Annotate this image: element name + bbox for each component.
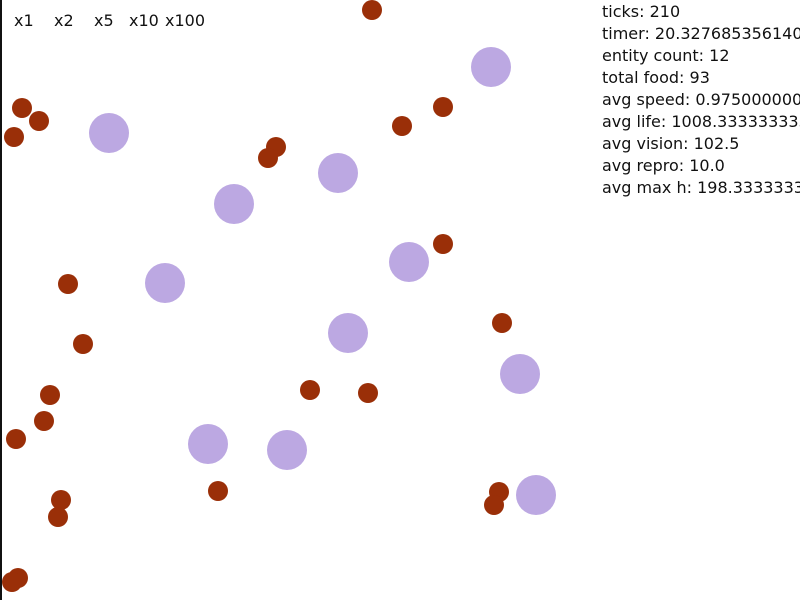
speed-x2-button[interactable]: x2 bbox=[54, 11, 74, 30]
entity-blob bbox=[471, 47, 511, 87]
stat-avg-vision: avg vision: 102.5 bbox=[602, 134, 740, 153]
entity-blob bbox=[318, 153, 358, 193]
food-pellet bbox=[258, 148, 278, 168]
stats-panel: ticks: 210 timer: 20.327685356140137 ent… bbox=[602, 1, 800, 199]
food-pellet bbox=[392, 116, 412, 136]
food-pellet bbox=[6, 429, 26, 449]
speed-x1-button[interactable]: x1 bbox=[14, 11, 34, 30]
food-pellet bbox=[433, 97, 453, 117]
food-pellet bbox=[484, 495, 504, 515]
speed-x10-button[interactable]: x10 bbox=[129, 11, 159, 30]
entity-blob bbox=[267, 430, 307, 470]
stat-avg-repro: avg repro: 10.0 bbox=[602, 156, 725, 175]
food-pellet bbox=[300, 380, 320, 400]
entity-blob bbox=[328, 313, 368, 353]
stat-timer: timer: 20.327685356140137 bbox=[602, 24, 800, 43]
food-pellet bbox=[362, 0, 382, 20]
food-pellet bbox=[48, 507, 68, 527]
entity-blob bbox=[389, 242, 429, 282]
entity-blob bbox=[89, 113, 129, 153]
food-pellet bbox=[58, 274, 78, 294]
stat-avg-speed: avg speed: 0.9750000000000001 bbox=[602, 90, 800, 109]
entity-blob bbox=[516, 475, 556, 515]
speed-x100-button[interactable]: x100 bbox=[165, 11, 206, 30]
entity-blob bbox=[145, 263, 185, 303]
food-pellet bbox=[40, 385, 60, 405]
speed-x5-button[interactable]: x5 bbox=[94, 11, 114, 30]
food-pellet bbox=[51, 490, 71, 510]
stat-avg-life: avg life: 1008.3333333333334 bbox=[602, 112, 800, 131]
food-pellet bbox=[12, 98, 32, 118]
food-pellet bbox=[358, 383, 378, 403]
stat-entity-count: entity count: 12 bbox=[602, 46, 730, 65]
food-pellet bbox=[29, 111, 49, 131]
food-pellet bbox=[2, 572, 22, 592]
food-pellet bbox=[4, 127, 24, 147]
stat-avg-max-h: avg max h: 198.33333333333334 bbox=[602, 178, 800, 197]
stat-total-food: total food: 93 bbox=[602, 68, 710, 87]
food-pellet bbox=[73, 334, 93, 354]
food-pellet bbox=[34, 411, 54, 431]
entity-blob bbox=[188, 424, 228, 464]
stat-ticks: ticks: 210 bbox=[602, 2, 681, 21]
food-pellet bbox=[492, 313, 512, 333]
food-pellet bbox=[433, 234, 453, 254]
canvas-left-border bbox=[0, 0, 2, 600]
food-pellet bbox=[208, 481, 228, 501]
entity-blob bbox=[500, 354, 540, 394]
entity-blob bbox=[214, 184, 254, 224]
